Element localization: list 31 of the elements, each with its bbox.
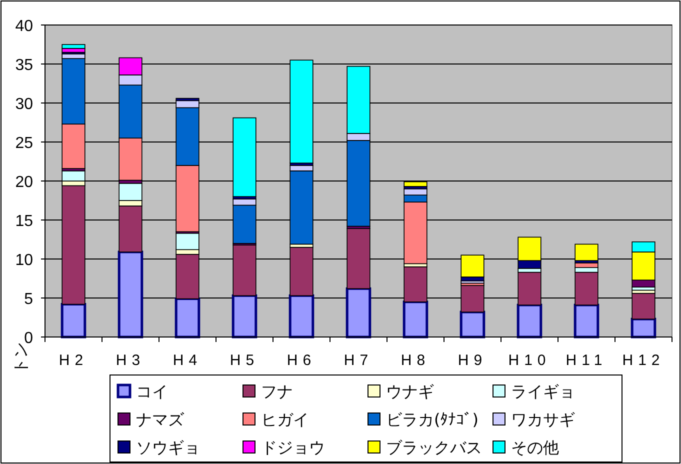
y-tick-label: 30 <box>15 96 34 113</box>
x-tick-label: H11 <box>566 352 608 369</box>
y-tick-label: 5 <box>24 291 34 308</box>
y-tick-label: 15 <box>15 213 34 230</box>
legend-label: ソウギョ <box>136 438 200 457</box>
y-tick-label: 20 <box>15 174 34 191</box>
legend-label: その他 <box>511 438 559 457</box>
legend-label: ウナギ <box>386 382 434 401</box>
x-tick-label: H6 <box>286 352 316 369</box>
legend-label: フナ <box>261 382 293 401</box>
x-tick-label: H3 <box>116 352 146 369</box>
legend-label: ブラックバス <box>386 438 482 457</box>
y-tick-label: 40 <box>15 18 34 35</box>
legend-label: コイ <box>136 382 168 401</box>
x-tick-label: H9 <box>458 352 488 369</box>
legend-label: ビラカ(ﾀﾅｺﾞ) <box>386 410 478 429</box>
x-tick-label: H2 <box>58 352 88 369</box>
legend-label: ライギョ <box>511 382 575 401</box>
legend-label: ドジョウ <box>261 438 325 457</box>
x-tick-label: H12 <box>622 352 665 369</box>
x-tick-label: H5 <box>230 352 260 369</box>
x-tick-label: H10 <box>508 352 551 369</box>
y-tick-label: 10 <box>15 252 34 269</box>
x-tick-label: H4 <box>172 352 202 369</box>
x-tick-label: H8 <box>400 352 430 369</box>
x-tick-label: H7 <box>344 352 374 369</box>
legend-label: ヒガイ <box>261 410 309 429</box>
y-tick-label: 25 <box>15 135 34 152</box>
legend-label: ナマズ <box>136 410 185 429</box>
legend-label: ワカサギ <box>511 410 575 429</box>
y-tick-label: 35 <box>15 57 34 74</box>
